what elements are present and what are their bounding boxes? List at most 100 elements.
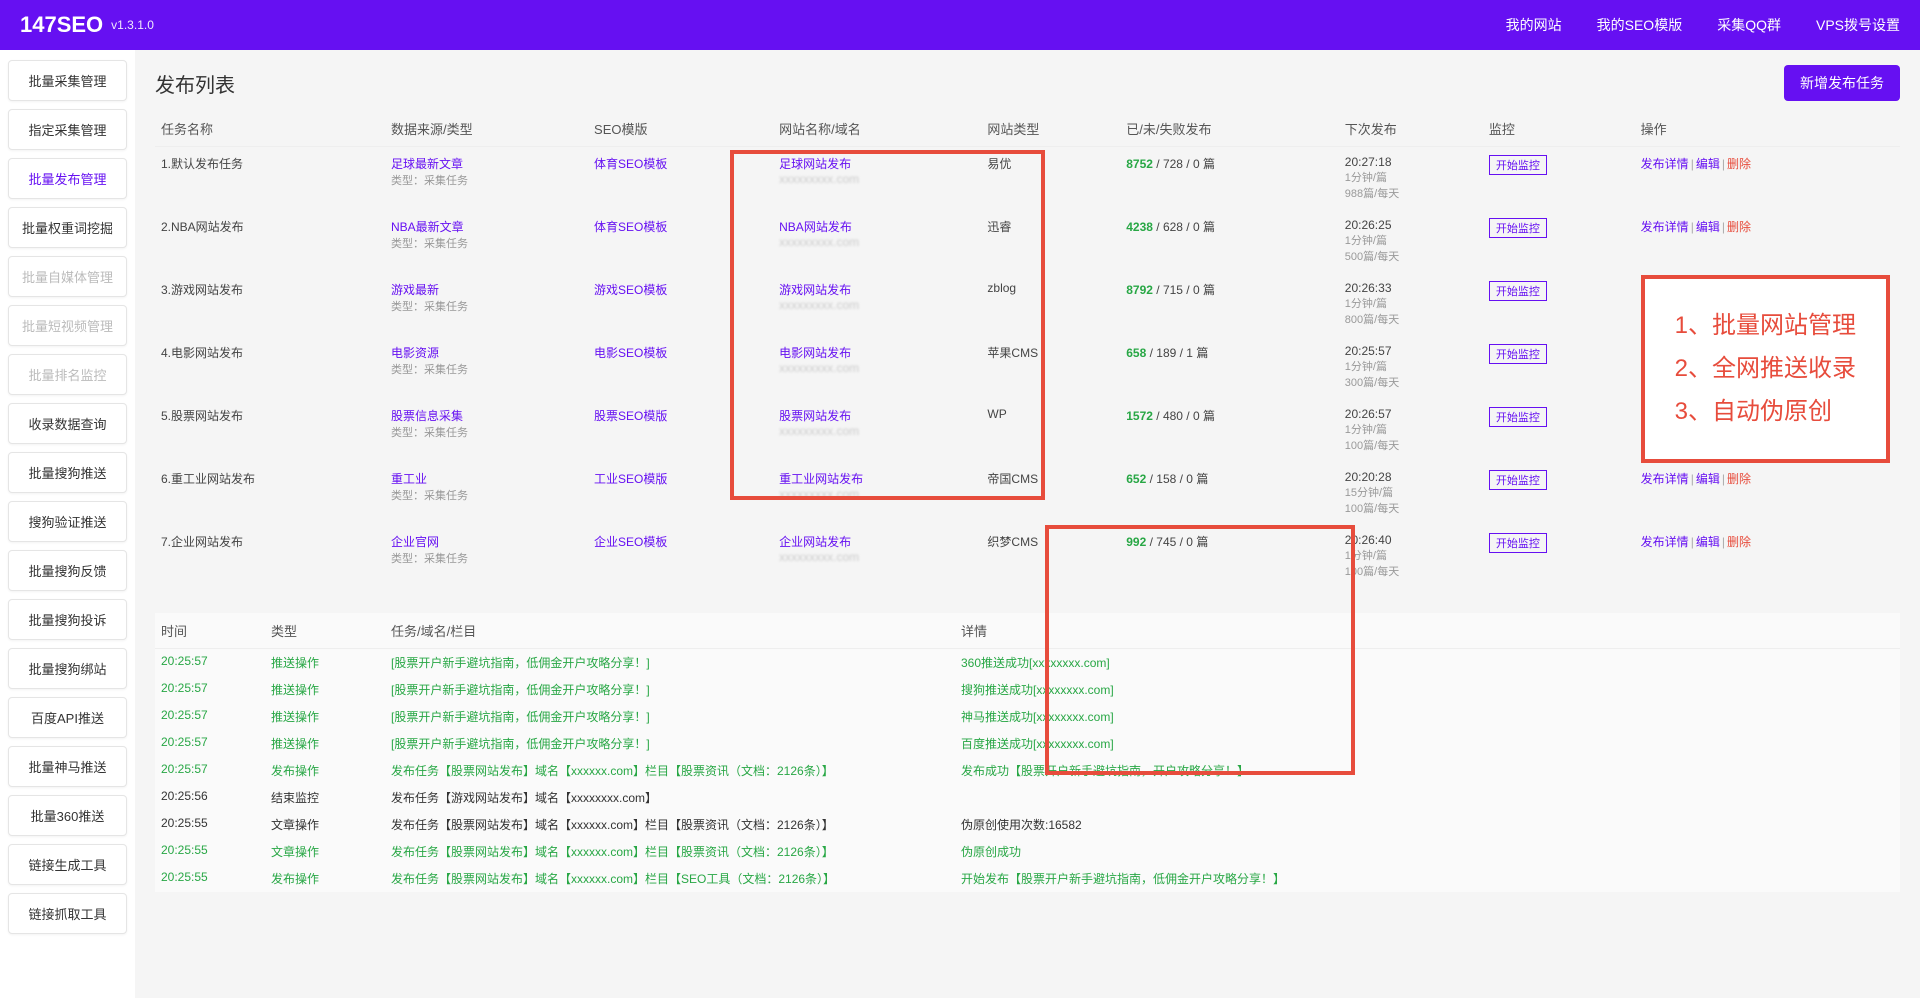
cell-monitor: 开始监控 (1483, 399, 1635, 462)
log-row: 20:25:55发布操作发布任务【股票网站发布】域名【xxxxxx.com】栏目… (155, 865, 1900, 892)
sidebar-item[interactable]: 批量自媒体管理 (8, 256, 127, 297)
monitor-button[interactable]: 开始监控 (1489, 155, 1547, 175)
logo: 147SEO (20, 12, 103, 38)
monitor-button[interactable]: 开始监控 (1489, 407, 1547, 427)
sidebar-item[interactable]: 收录数据查询 (8, 403, 127, 444)
log-content: [股票开户新手避坑指南，低佣金开户攻略分享！] (391, 654, 961, 671)
sidebar-item[interactable]: 百度API推送 (8, 697, 127, 738)
log-content: 发布任务【游戏网站发布】域名【xxxxxxxx.com】 (391, 789, 961, 806)
log-content: [股票开户新手避坑指南，低佣金开户攻略分享！] (391, 735, 961, 752)
log-detail: 伪原创使用次数:16582 (961, 816, 1894, 833)
log-content: [股票开户新手避坑指南，低佣金开户攻略分享！] (391, 681, 961, 698)
cell-source: 游戏最新类型：采集任务 (385, 273, 588, 336)
delete-link[interactable]: 删除 (1727, 157, 1751, 171)
cell-site: 游戏网站发布xxxxxxxxx.com (773, 273, 981, 336)
sidebar-item[interactable]: 批量权重词挖掘 (8, 207, 127, 248)
cell-site: 电影网站发布xxxxxxxxx.com (773, 336, 981, 399)
sidebar-item[interactable]: 搜狗验证推送 (8, 501, 127, 542)
add-task-button[interactable]: 新增发布任务 (1784, 65, 1900, 101)
cell-monitor: 开始监控 (1483, 525, 1635, 588)
sidebar-item[interactable]: 批量采集管理 (8, 60, 127, 101)
sidebar: 批量采集管理指定采集管理批量发布管理批量权重词挖掘批量自媒体管理批量短视频管理批… (0, 50, 135, 998)
sidebar-item[interactable]: 批量360推送 (8, 795, 127, 836)
log-type: 推送操作 (271, 654, 391, 671)
cell-task: 4.电影网站发布 (155, 336, 385, 399)
cell-type: 苹果CMS (981, 336, 1120, 399)
table-row: 7.企业网站发布企业官网类型：采集任务企业SEO模板企业网站发布xxxxxxxx… (155, 525, 1900, 588)
sidebar-item[interactable]: 批量搜狗反馈 (8, 550, 127, 591)
edit-link[interactable]: 编辑 (1696, 535, 1720, 549)
cell-type: 帝国CMS (981, 462, 1120, 525)
monitor-button[interactable]: 开始监控 (1489, 470, 1547, 490)
cell-op: 发布详情|编辑|删除 (1635, 525, 1900, 588)
delete-link[interactable]: 删除 (1727, 535, 1751, 549)
sidebar-item[interactable]: 批量神马推送 (8, 746, 127, 787)
edit-link[interactable]: 编辑 (1696, 472, 1720, 486)
detail-link[interactable]: 发布详情 (1641, 535, 1689, 549)
sidebar-item[interactable]: 指定采集管理 (8, 109, 127, 150)
cell-task: 2.NBA网站发布 (155, 210, 385, 273)
cell-monitor: 开始监控 (1483, 147, 1635, 210)
cell-template: 电影SEO模板 (588, 336, 773, 399)
cell-next: 20:27:181分钟/篇988篇/每天 (1339, 147, 1483, 210)
log-row: 20:25:57推送操作[股票开户新手避坑指南，低佣金开户攻略分享！]360推送… (155, 649, 1900, 676)
cell-source: 重工业类型：采集任务 (385, 462, 588, 525)
cell-op: 发布详情|编辑|删除 (1635, 147, 1900, 210)
log-type: 结束监控 (271, 789, 391, 806)
cell-template: 企业SEO模板 (588, 525, 773, 588)
detail-link[interactable]: 发布详情 (1641, 157, 1689, 171)
sidebar-item[interactable]: 批量短视频管理 (8, 305, 127, 346)
log-col-time: 时间 (161, 621, 271, 640)
table-row: 2.NBA网站发布NBA最新文章类型：采集任务体育SEO模板NBA网站发布xxx… (155, 210, 1900, 273)
callout-box: 1、批量网站管理 2、全网推送收录 3、自动伪原创 (1641, 275, 1890, 463)
log-detail: 神马推送成功[xxxxxxxx.com] (961, 708, 1894, 725)
cell-task: 1.默认发布任务 (155, 147, 385, 210)
delete-link[interactable]: 删除 (1727, 220, 1751, 234)
cell-template: 游戏SEO模板 (588, 273, 773, 336)
callout-line: 3、自动伪原创 (1675, 390, 1856, 433)
monitor-button[interactable]: 开始监控 (1489, 344, 1547, 364)
log-time: 20:25:57 (161, 762, 271, 779)
cell-monitor: 开始监控 (1483, 336, 1635, 399)
cell-monitor: 开始监控 (1483, 273, 1635, 336)
log-time: 20:25:57 (161, 681, 271, 698)
log-row: 20:25:57推送操作[股票开户新手避坑指南，低佣金开户攻略分享！]神马推送成… (155, 703, 1900, 730)
edit-link[interactable]: 编辑 (1696, 157, 1720, 171)
log-time: 20:25:55 (161, 870, 271, 887)
header: 147SEO v1.3.1.0 我的网站我的SEO模版采集QQ群VPS拨号设置 (0, 0, 1920, 50)
sidebar-item[interactable]: 批量发布管理 (8, 158, 127, 199)
col-source: 数据来源/类型 (385, 111, 588, 147)
log-row: 20:25:57推送操作[股票开户新手避坑指南，低佣金开户攻略分享！]搜狗推送成… (155, 676, 1900, 703)
nav-link[interactable]: 采集QQ群 (1717, 15, 1781, 35)
sidebar-item[interactable]: 链接抓取工具 (8, 893, 127, 934)
sidebar-item[interactable]: 批量搜狗投诉 (8, 599, 127, 640)
table-row: 1.默认发布任务足球最新文章类型：采集任务体育SEO模板足球网站发布xxxxxx… (155, 147, 1900, 210)
nav-link[interactable]: VPS拨号设置 (1816, 15, 1900, 35)
col-template: SEO模版 (588, 111, 773, 147)
monitor-button[interactable]: 开始监控 (1489, 218, 1547, 238)
callout-line: 2、全网推送收录 (1675, 347, 1856, 390)
log-content: [股票开户新手避坑指南，低佣金开户攻略分享！] (391, 708, 961, 725)
nav-link[interactable]: 我的网站 (1506, 15, 1562, 35)
nav-link[interactable]: 我的SEO模版 (1597, 15, 1683, 35)
sidebar-item[interactable]: 批量搜狗绑站 (8, 648, 127, 689)
detail-link[interactable]: 发布详情 (1641, 220, 1689, 234)
log-time: 20:25:56 (161, 789, 271, 806)
cell-stats: 4238 / 628 / 0 篇 (1120, 210, 1339, 273)
cell-source: NBA最新文章类型：采集任务 (385, 210, 588, 273)
log-detail: 发布成功【股票开户新手避坑指南，开户攻略分享！】 (961, 762, 1894, 779)
monitor-button[interactable]: 开始监控 (1489, 281, 1547, 301)
table-row: 3.游戏网站发布游戏最新类型：采集任务游戏SEO模板游戏网站发布xxxxxxxx… (155, 273, 1900, 336)
main-content: 发布列表 新增发布任务 任务名称 数据来源/类型 SEO模版 网站名称/域名 网… (135, 50, 1920, 998)
sidebar-item[interactable]: 批量搜狗推送 (8, 452, 127, 493)
delete-link[interactable]: 删除 (1727, 472, 1751, 486)
sidebar-item[interactable]: 链接生成工具 (8, 844, 127, 885)
monitor-button[interactable]: 开始监控 (1489, 533, 1547, 553)
edit-link[interactable]: 编辑 (1696, 220, 1720, 234)
log-content: 发布任务【股票网站发布】域名【xxxxxx.com】栏目【股票资讯（文档：212… (391, 762, 961, 779)
cell-type: 易优 (981, 147, 1120, 210)
cell-task: 3.游戏网站发布 (155, 273, 385, 336)
cell-task: 7.企业网站发布 (155, 525, 385, 588)
sidebar-item[interactable]: 批量排名监控 (8, 354, 127, 395)
detail-link[interactable]: 发布详情 (1641, 472, 1689, 486)
